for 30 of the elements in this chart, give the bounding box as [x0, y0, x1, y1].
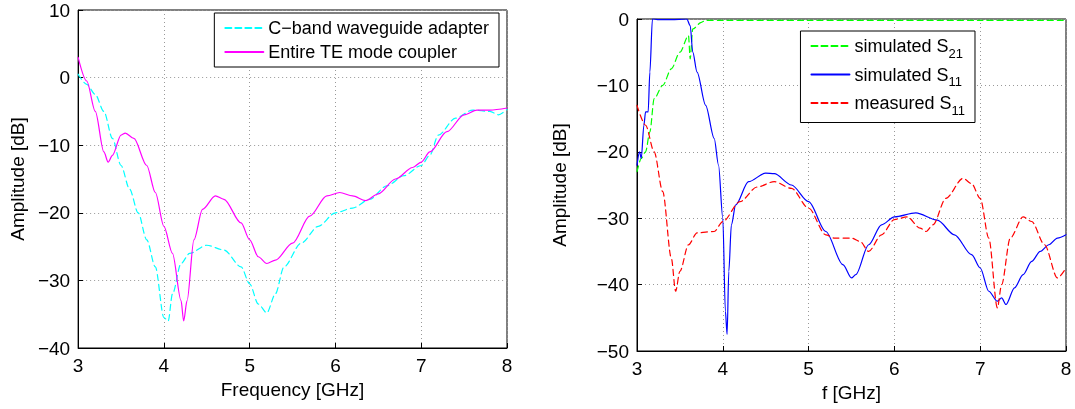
y-tick-label: 0: [59, 67, 71, 89]
y-tick-label: 0: [618, 8, 629, 30]
x-tick-label: 5: [803, 358, 814, 379]
x-tick-label: 4: [717, 358, 729, 379]
x-tick-label: 5: [244, 355, 255, 376]
legend-label: C−band waveguide adapter: [268, 18, 490, 38]
x-tick-label: 4: [158, 355, 170, 376]
y-axis-title: Amplitude [dB]: [7, 117, 28, 241]
y-tick-label: −30: [37, 269, 71, 291]
x-tick-label: 6: [330, 355, 341, 376]
x-tick-label: 6: [889, 358, 900, 379]
y-tick-label: 10: [48, 0, 71, 21]
x-tick-label: 7: [974, 358, 986, 379]
x-tick-label: 7: [415, 355, 427, 376]
y-tick-label: −40: [37, 337, 71, 359]
x-tick-label: 8: [1060, 358, 1072, 379]
x-axis-title: Frequency [GHz]: [220, 379, 365, 400]
y-tick-label: −50: [596, 340, 629, 362]
x-axis-title: f [GHz]: [821, 382, 882, 403]
y-tick-label: −30: [596, 207, 629, 229]
legend-label: Entire TE mode coupler: [268, 42, 458, 62]
y-tick-label: −20: [37, 202, 71, 224]
y-axis-title: Amplitude [dB]: [549, 123, 570, 247]
x-tick-label: 3: [631, 358, 643, 379]
y-tick-label: −10: [596, 74, 629, 96]
x-tick-label: 3: [72, 355, 84, 376]
y-tick-label: −40: [596, 274, 629, 296]
x-tick-label: 8: [501, 355, 513, 376]
y-tick-label: −20: [596, 141, 629, 163]
y-tick-label: −10: [37, 134, 71, 156]
